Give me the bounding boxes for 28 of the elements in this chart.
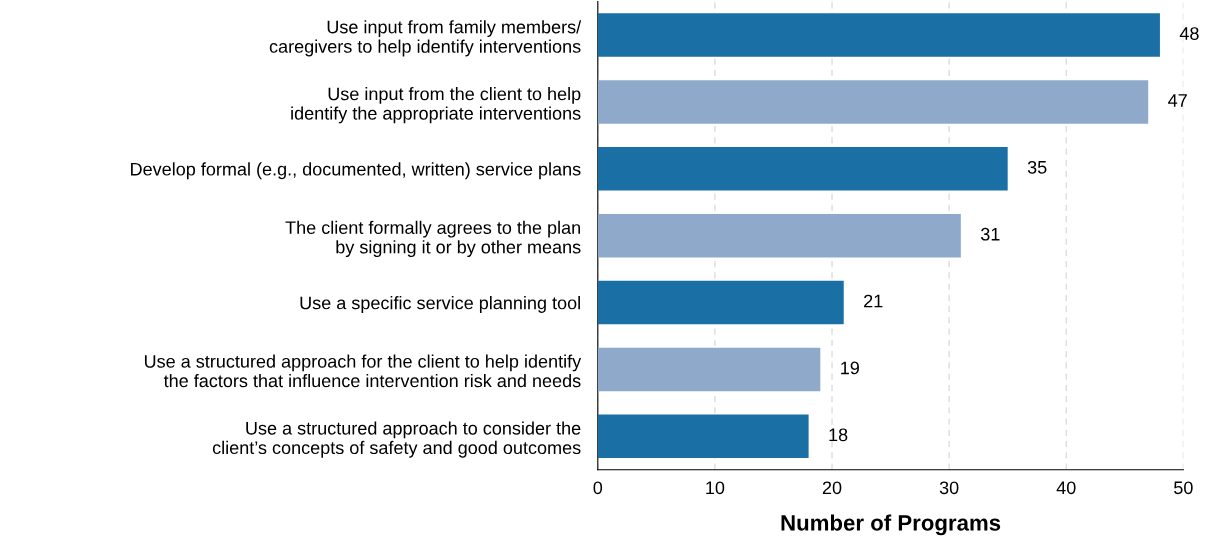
bar bbox=[597, 347, 821, 392]
data-label: 47 bbox=[1168, 94, 1187, 107]
x-tick-label: 10 bbox=[706, 481, 725, 495]
x-tick-label: 40 bbox=[1056, 481, 1076, 495]
bar bbox=[597, 80, 1149, 124]
x-axis-title: Number of Programs bbox=[781, 514, 1001, 536]
bar bbox=[597, 13, 1160, 57]
data-label: 31 bbox=[980, 227, 1000, 241]
y-tick-label: The client formally agrees to the plan by signing it or by other means bbox=[285, 220, 581, 258]
bar bbox=[597, 280, 844, 325]
x-tick-label: 30 bbox=[939, 481, 959, 495]
bar bbox=[597, 213, 961, 258]
y-tick-label: Use a structured approach to consider the client’s concepts of safety and good outcomes bbox=[212, 421, 581, 458]
y-tick-label: Use a specific service planning tool bbox=[300, 296, 580, 313]
data-label: 19 bbox=[841, 361, 859, 375]
x-tick-label: 0 bbox=[593, 481, 603, 495]
y-tick-label: Use input from the client to help identify the appropriate interventions bbox=[291, 87, 581, 124]
x-tick-label: 50 bbox=[1174, 481, 1193, 495]
y-tick-label: Use a structured approach for the client to help identify the factors that influence intervention risk and needs bbox=[144, 354, 582, 388]
data-label: 18 bbox=[829, 428, 848, 442]
x-tick-label: 20 bbox=[822, 481, 842, 495]
data-label: 35 bbox=[1027, 160, 1047, 174]
y-tick-label: Develop formal (e.g., documented, written) service plans bbox=[131, 162, 581, 180]
data-label: 21 bbox=[864, 294, 883, 308]
y-tick-label: Use input from family members/ caregivers to help identify interventions bbox=[269, 20, 582, 57]
bar bbox=[597, 414, 809, 459]
bar bbox=[597, 147, 1008, 191]
data-label: 48 bbox=[1179, 27, 1199, 40]
